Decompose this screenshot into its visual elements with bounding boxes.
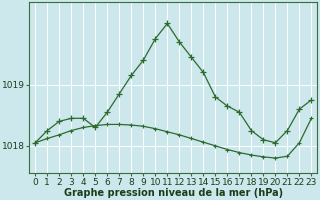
X-axis label: Graphe pression niveau de la mer (hPa): Graphe pression niveau de la mer (hPa): [64, 188, 283, 198]
